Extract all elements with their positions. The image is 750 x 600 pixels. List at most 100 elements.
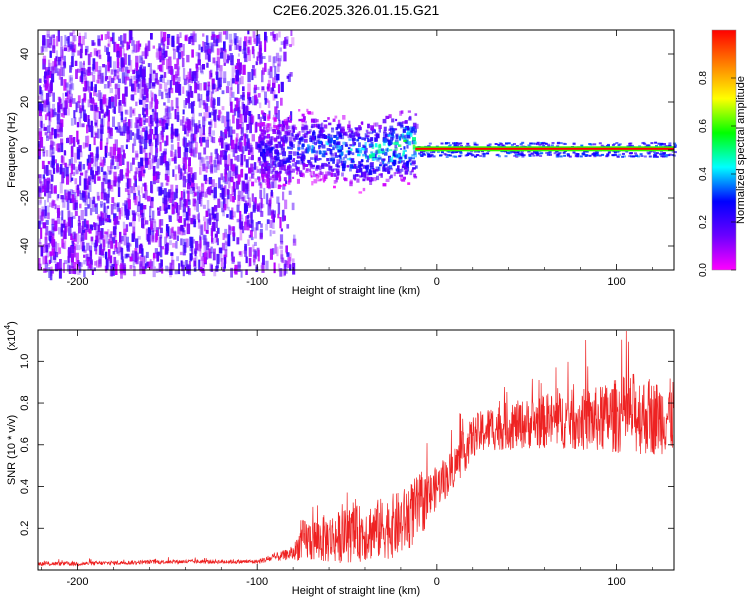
spectrogram-cell: [153, 253, 155, 259]
spectrogram-cell: [179, 197, 182, 210]
spectrogram-cell: [200, 65, 204, 73]
spectrogram-cell: [163, 188, 167, 197]
spectrogram-cell: [196, 214, 200, 220]
spectrogram-cell: [240, 136, 244, 141]
spectrogram-cell: [334, 152, 337, 157]
spectrogram-cell: [411, 162, 416, 166]
spectrogram-cell: [351, 152, 355, 156]
spectrogram-cell: [89, 152, 94, 157]
spectrogram-cell: [277, 184, 281, 190]
spectrogram-cell: [292, 163, 295, 167]
spectrogram-cell: [359, 175, 362, 178]
spectrogram-cell: [144, 263, 147, 269]
spectrogram-cell: [245, 204, 248, 212]
spectrogram-cell: [44, 101, 47, 112]
spectrogram-cell: [85, 80, 90, 91]
spectrogram-cell: [318, 140, 323, 145]
spectrogram-cell: [210, 164, 214, 174]
spectrogram-cell: [138, 43, 141, 50]
spectrogram-cell: [568, 155, 572, 158]
spectrogram-cell: [263, 187, 266, 199]
spectrogram-cell: [49, 131, 53, 140]
spectrogram-cell: [135, 153, 139, 158]
spectrogram-cell: [277, 84, 280, 94]
spectrogram-cell: [45, 220, 49, 225]
spectrogram-cell: [239, 221, 243, 230]
spectrogram-cell: [394, 172, 398, 174]
spectrogram-cell: [239, 228, 243, 241]
spectrogram-cell: [170, 87, 174, 94]
spectrogram-cell: [120, 206, 124, 217]
spectrogram-cell: [436, 151, 440, 153]
spectrogram-cell: [413, 141, 417, 145]
spectrogram-cell: [269, 229, 272, 237]
spectrogram-cell: [593, 153, 597, 156]
spectrogram-cell: [67, 90, 71, 99]
spectrogram-cell: [146, 261, 149, 267]
spectrogram-cell: [186, 54, 190, 63]
spectrogram-cell: [89, 71, 94, 76]
spectrogram-cell: [81, 99, 84, 110]
spectrogram-cell: [100, 201, 103, 206]
spectrogram-cell: [152, 109, 155, 122]
spectrogram-cell: [182, 44, 185, 56]
spectrogram-cell: [219, 111, 223, 115]
spectrogram-cell: [109, 255, 113, 264]
spectrogram-cell: [241, 94, 245, 101]
spectrogram-cell: [61, 238, 64, 248]
spectrogram-cell: [352, 174, 357, 180]
spectrogram-cell: [65, 82, 69, 88]
spectrogram-cell: [403, 140, 407, 143]
spectrogram-cell: [252, 65, 255, 69]
spectrogram-cell: [238, 45, 242, 52]
spectrogram-cell: [657, 142, 661, 145]
spectrogram-cell: [93, 242, 96, 248]
spectrogram-cell: [115, 216, 119, 224]
spectrogram-cell: [409, 170, 413, 176]
spectrogram-cell: [156, 134, 159, 146]
spectrogram-cell: [88, 125, 92, 133]
spectrogram-cell: [251, 147, 254, 159]
spectrogram-cell: [111, 155, 115, 166]
spectrogram-cell: [256, 56, 259, 61]
spectrogram-cell: [39, 174, 42, 184]
spectrogram-cell: [321, 144, 326, 149]
spectrogram-cell: [119, 131, 123, 136]
spectrogram-cell: [120, 263, 124, 272]
spectrogram-cell: [266, 123, 270, 128]
spectrogram-cell: [44, 199, 47, 211]
spectrogram-cell: [311, 111, 314, 115]
spectrogram-cell: [272, 158, 276, 162]
spectrogram-cell: [138, 121, 142, 129]
spectrogram-cell: [387, 171, 390, 174]
spectrogram-cell: [150, 33, 153, 40]
spectrogram-cell: [533, 150, 536, 153]
spectrogram-cell: [77, 268, 81, 275]
spectrogram-cell: [322, 175, 325, 179]
spectrogram-cell: [126, 130, 130, 143]
spectrogram-cell: [206, 250, 209, 259]
spectrogram-cell: [248, 167, 252, 174]
spectrogram-cell: [618, 153, 622, 156]
spectrogram-cell: [158, 46, 161, 52]
spectrogram-cell: [653, 154, 657, 157]
spectrogram-cell: [160, 74, 164, 78]
colorbar-frame: [711, 29, 737, 271]
spectrogram-cell: [217, 160, 221, 164]
spectrogram-cell: [90, 125, 94, 138]
spectrogram-cell: [202, 234, 206, 240]
spectrogram-cell: [312, 165, 315, 170]
spectrogram-cell: [298, 109, 301, 112]
spectrogram-cell: [205, 46, 208, 52]
spectrogram-cell: [383, 131, 387, 137]
snr-xtick-label: 0: [434, 576, 440, 588]
spectrogram-cell: [400, 110, 404, 114]
spectrogram-cell: [47, 212, 50, 220]
spectrogram-cell: [46, 180, 50, 193]
spectrogram-cell: [186, 172, 189, 178]
spectrogram-cell: [120, 269, 123, 279]
spectrogram-cell: [256, 203, 260, 210]
spectrogram-cell: [38, 220, 41, 229]
spectrogram-cell: [540, 152, 544, 155]
spectrogram-cell: [247, 138, 250, 150]
